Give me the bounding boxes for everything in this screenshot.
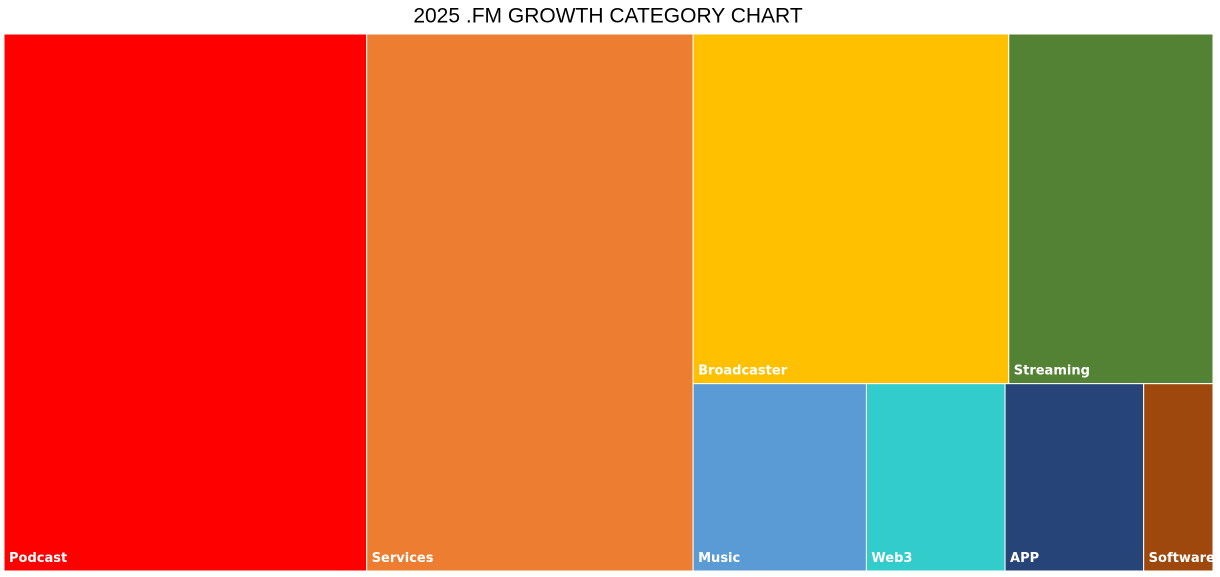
- tile: [692, 383, 867, 572]
- tile-label: Software: [1149, 551, 1215, 566]
- tile: [865, 383, 1006, 572]
- tile-label: Streaming: [1014, 364, 1090, 379]
- tile: [1008, 33, 1214, 385]
- tile-label: Web3: [871, 551, 912, 566]
- tile: [3, 33, 368, 572]
- tile-label: APP: [1010, 551, 1039, 566]
- tile-label: Podcast: [9, 551, 67, 566]
- tile-label: Services: [372, 551, 434, 566]
- tile: [692, 33, 1010, 385]
- tile: [1143, 383, 1214, 572]
- tile-label: Music: [698, 551, 740, 566]
- tile: [1004, 383, 1145, 572]
- tile: [366, 33, 694, 572]
- chart-title: 2025 .FM GROWTH CATEGORY CHART: [413, 5, 803, 28]
- tile-label: Broadcaster: [698, 364, 788, 379]
